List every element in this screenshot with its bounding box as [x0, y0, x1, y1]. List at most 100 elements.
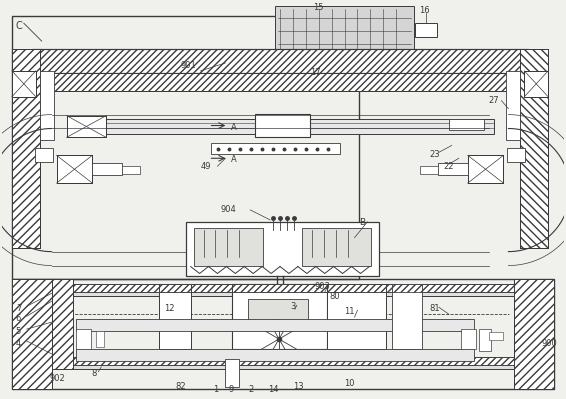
Text: 4: 4 [16, 339, 21, 348]
Bar [392, 284, 422, 292]
Text: 23: 23 [429, 150, 440, 159]
Bar [327, 284, 386, 292]
Text: 27: 27 [488, 96, 499, 105]
Bar [520, 49, 548, 248]
Text: 81: 81 [429, 304, 440, 313]
Bar [488, 332, 503, 340]
Text: 16: 16 [419, 6, 430, 15]
Bar [57, 155, 92, 183]
Bar [52, 279, 74, 369]
Bar [67, 119, 494, 134]
Text: 82: 82 [176, 382, 186, 391]
Bar [186, 222, 379, 277]
Bar [76, 349, 474, 361]
Text: A: A [231, 155, 237, 164]
Text: 49: 49 [200, 162, 211, 171]
Bar [52, 284, 514, 292]
Bar [12, 71, 36, 97]
Text: A: A [231, 122, 237, 132]
Bar [415, 23, 437, 37]
Bar [255, 114, 310, 137]
Text: B: B [359, 218, 366, 227]
Text: 901: 901 [181, 61, 196, 70]
Bar [52, 279, 74, 369]
Bar [32, 49, 528, 73]
Bar [508, 148, 525, 162]
Text: 8: 8 [91, 369, 97, 378]
Text: 903: 903 [315, 282, 331, 291]
Bar [67, 116, 106, 137]
Bar [12, 49, 40, 248]
Bar [40, 73, 520, 91]
Bar [40, 73, 520, 91]
Bar [479, 329, 491, 351]
Bar [52, 357, 514, 369]
Bar [12, 279, 554, 389]
Text: 902: 902 [50, 374, 66, 383]
Text: 3: 3 [290, 302, 295, 311]
Text: 12: 12 [164, 304, 174, 313]
Bar [12, 49, 40, 248]
Bar [233, 284, 327, 292]
Bar [32, 49, 528, 73]
Text: 7: 7 [16, 304, 22, 313]
Bar [420, 166, 438, 174]
Text: 14: 14 [268, 385, 278, 394]
Text: 22: 22 [444, 162, 454, 171]
Bar [438, 163, 468, 175]
Text: 80: 80 [329, 292, 340, 301]
Bar [12, 279, 52, 389]
Text: 11: 11 [345, 307, 355, 316]
Bar [468, 155, 503, 183]
Bar [12, 71, 36, 97]
Bar [67, 116, 106, 137]
Bar [122, 166, 140, 174]
Bar [461, 329, 475, 349]
Text: 9: 9 [229, 385, 234, 394]
Text: 17: 17 [310, 68, 320, 77]
Bar [159, 284, 191, 292]
Bar [233, 284, 327, 349]
Bar [248, 299, 308, 329]
Bar [52, 284, 514, 292]
Bar [468, 155, 503, 183]
Bar [392, 284, 422, 292]
Bar [275, 6, 414, 56]
Bar [524, 71, 548, 97]
Bar [233, 284, 327, 292]
Bar [225, 359, 239, 387]
Bar [194, 228, 263, 266]
Bar [12, 16, 359, 279]
Bar [327, 284, 386, 349]
Bar [40, 71, 54, 140]
Bar [52, 357, 514, 365]
Bar [159, 284, 191, 292]
Bar [159, 284, 191, 349]
Bar [514, 279, 554, 389]
Bar [449, 119, 483, 130]
Text: C: C [16, 21, 23, 31]
Text: 6: 6 [16, 314, 22, 323]
Text: 2: 2 [248, 385, 254, 394]
Text: 10: 10 [345, 379, 355, 388]
Bar [507, 71, 520, 140]
Text: 13: 13 [293, 382, 303, 391]
Bar [514, 279, 554, 389]
Text: 900: 900 [541, 339, 557, 348]
Bar [92, 163, 122, 175]
Bar [76, 329, 91, 349]
Bar [35, 148, 53, 162]
Bar [524, 71, 548, 97]
Bar [52, 357, 514, 365]
Bar [302, 228, 371, 266]
Text: 904: 904 [220, 205, 236, 214]
Bar [52, 284, 514, 296]
Text: 15: 15 [313, 3, 323, 12]
Bar [76, 319, 474, 331]
Bar [12, 279, 52, 389]
Bar [392, 284, 422, 349]
Bar [316, 56, 336, 84]
Bar [96, 331, 104, 347]
Bar [327, 284, 386, 292]
Bar [211, 143, 340, 154]
